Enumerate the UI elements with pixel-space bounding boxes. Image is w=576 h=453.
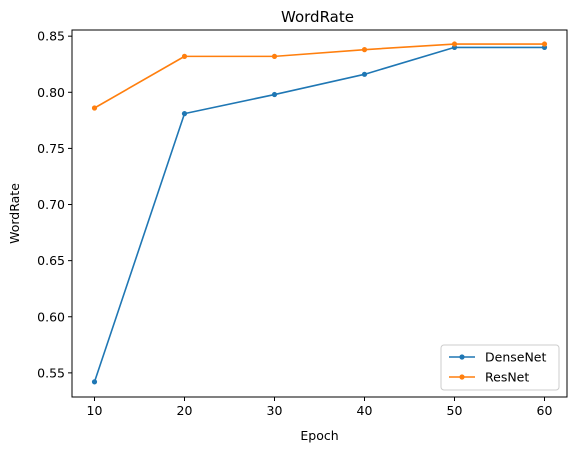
axis-ticks: 10 20 30 40 50 60 0.55 0.60 0.65 0.70 0.75 0.80 0.85 — [37, 29, 552, 418]
data-point-densenet — [91, 379, 98, 385]
x-tick-label: 50 — [447, 403, 463, 418]
legend-item-resnet: ResNet — [449, 370, 529, 385]
x-axis-label: Epoch — [300, 428, 338, 443]
legend-marker — [459, 354, 465, 360]
data-point-resnet — [271, 53, 278, 59]
series-line-densenet — [93, 46, 545, 383]
data-point-resnet — [451, 41, 458, 47]
y-tick-label: 0.70 — [37, 197, 65, 212]
x-tick-label: 60 — [537, 403, 553, 418]
y-axis-label: WordRate — [7, 183, 22, 244]
data-point-resnet — [361, 47, 368, 53]
y-tick-label: 0.65 — [37, 253, 65, 268]
series-layer — [91, 41, 548, 385]
legend: DenseNet ResNet — [440, 344, 560, 391]
legend-label: DenseNet — [485, 350, 546, 365]
y-tick-label: 0.60 — [37, 309, 65, 324]
y-tick-label: 0.80 — [37, 85, 65, 100]
y-tick-label: 0.55 — [37, 365, 65, 380]
x-tick-label: 30 — [267, 403, 283, 418]
data-point-resnet — [91, 105, 98, 111]
data-point-densenet — [361, 71, 368, 77]
data-point-densenet — [271, 91, 278, 98]
x-tick-label: 20 — [177, 403, 193, 418]
legend-item-densenet: DenseNet — [449, 350, 546, 365]
x-tick-label: 40 — [357, 403, 373, 418]
series-resnet — [91, 41, 548, 111]
legend-marker — [459, 374, 465, 380]
data-point-resnet — [541, 41, 548, 47]
x-tick-label: 10 — [87, 403, 103, 418]
y-tick-label: 0.85 — [37, 29, 65, 44]
data-point-resnet — [181, 53, 188, 59]
chart-title: WordRate — [281, 8, 354, 26]
data-point-densenet — [181, 111, 188, 117]
legend-label: ResNet — [485, 370, 529, 385]
y-tick-label: 0.75 — [37, 141, 65, 156]
series-line-resnet — [94, 43, 545, 109]
plot-frame — [71, 29, 568, 398]
